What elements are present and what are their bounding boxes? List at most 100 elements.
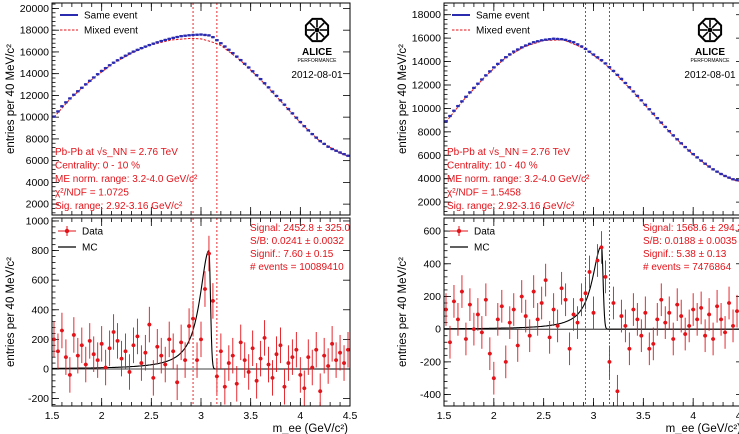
panel-right-top: 2000 4000 6000 8000 10000 12000 14000 16000 1800…: [397, 2, 739, 216]
alice-spoke: [702, 22, 709, 29]
panel-left-bottom: -200 0 200 400 600 800 1000 1.5 2 2.5 3 3.5 4 4.5 entr…: [5, 215, 357, 434]
y-tick-label: 6000: [26, 155, 50, 167]
data-point: [298, 373, 303, 377]
data-point: [735, 309, 739, 314]
data-point: [663, 320, 668, 325]
x-tick-label: 3: [591, 410, 597, 422]
data-point: [135, 334, 140, 339]
data-point: [635, 317, 640, 322]
data-point: [246, 370, 251, 374]
alice-spoke: [702, 31, 709, 38]
alice-spoke: [318, 31, 325, 38]
data-point: [607, 359, 612, 364]
data-point: [139, 361, 144, 365]
y-tick-label: 10000: [412, 103, 441, 115]
annotation-text: Centrality: 10 - 40 %: [447, 161, 538, 172]
data-point: [99, 341, 104, 346]
data-point: [464, 337, 468, 341]
data-point: [695, 317, 700, 322]
data-point: [715, 304, 719, 309]
annotation-text: Sig. range: 2.92-3.16 GeV/c²: [55, 201, 183, 212]
alice-performance-text: PERFORMANCE: [691, 58, 731, 64]
alice-logo-text: ALICE: [302, 47, 332, 58]
y-tick-label: 12000: [20, 90, 49, 102]
data-point: [286, 361, 291, 365]
data-point: [60, 328, 64, 333]
annotation-text: ME norm. range: 3.2-4.0 GeV/c²: [447, 174, 590, 185]
legend-data-swatch-marker: [456, 228, 462, 234]
data-point: [143, 350, 148, 355]
data-point: [472, 327, 476, 332]
data-point: [52, 337, 56, 342]
date-label: 2012-08-01: [291, 70, 343, 81]
data-point: [523, 314, 528, 318]
data-point: [179, 340, 184, 345]
annotation-text: Signif.: 7.60 ± 0.15: [250, 249, 334, 260]
data-point: [103, 365, 108, 370]
data-point: [346, 347, 350, 352]
legend-mc-label: MC: [82, 243, 98, 254]
data-point: [250, 346, 255, 351]
legend-data-label: Data: [82, 227, 104, 238]
data-point: [559, 286, 564, 291]
data-point: [583, 291, 588, 296]
y-tick-label: 6000: [418, 150, 442, 162]
plot-frame: [51, 2, 351, 216]
y-tick-label: -200: [28, 393, 49, 405]
x-axis-label: m_ee (GeV/c²): [273, 423, 349, 434]
data-point: [627, 346, 632, 351]
plot-frame: [51, 217, 351, 407]
x-tick-label: 2.5: [144, 410, 159, 422]
data-point: [131, 343, 136, 348]
data-point: [254, 378, 259, 383]
data-point: [155, 344, 160, 349]
legend-data-swatch-marker: [64, 228, 70, 234]
data-point: [591, 310, 596, 315]
data-point: [711, 337, 715, 341]
y-tick-label: 400: [423, 258, 441, 270]
data-point: [487, 351, 492, 356]
alice-core: [314, 27, 320, 33]
alice-core: [707, 27, 713, 33]
x-tick-label: 4.5: [343, 410, 358, 422]
data-point: [479, 330, 484, 335]
data-point: [207, 251, 211, 256]
data-point: [499, 304, 504, 309]
x-tick-label: 3.5: [243, 410, 258, 422]
data-point: [262, 336, 267, 340]
data-point: [444, 307, 448, 312]
x-tick-label: 4.5: [736, 410, 739, 422]
y-tick-label: 8000: [26, 133, 50, 145]
alice-logo-text: ALICE: [695, 47, 725, 58]
x-tick-label: 3.5: [636, 410, 651, 422]
y-tick-label: 2000: [418, 197, 442, 209]
legend-mixed-event-label: Mixed event: [476, 26, 530, 37]
data-point: [599, 245, 604, 250]
data-point: [83, 362, 88, 367]
plot-area: [444, 231, 739, 406]
data-point: [318, 389, 323, 394]
data-point: [187, 324, 191, 328]
data-point: [707, 312, 712, 317]
data-point: [448, 340, 452, 345]
annotation-text: Pb-Pb at √s_NN = 2.76 TeV: [55, 146, 178, 158]
annotation-text: Pb-Pb at √s_NN = 2.76 TeV: [447, 146, 570, 158]
y-tick-label: -200: [420, 356, 441, 368]
data-point: [555, 323, 560, 328]
data-point: [270, 375, 275, 380]
data-point: [238, 340, 243, 345]
data-point: [163, 362, 168, 367]
data-point: [258, 356, 263, 361]
data-point: [278, 343, 283, 348]
data-point: [214, 374, 219, 379]
data-point: [723, 330, 727, 335]
data-point: [551, 307, 556, 312]
y-tick-label: 4000: [26, 177, 50, 189]
x-tick-label: 2.5: [536, 410, 551, 422]
data-point: [195, 358, 199, 363]
data-point: [456, 317, 460, 322]
data-point: [95, 358, 100, 363]
data-point: [579, 297, 584, 302]
